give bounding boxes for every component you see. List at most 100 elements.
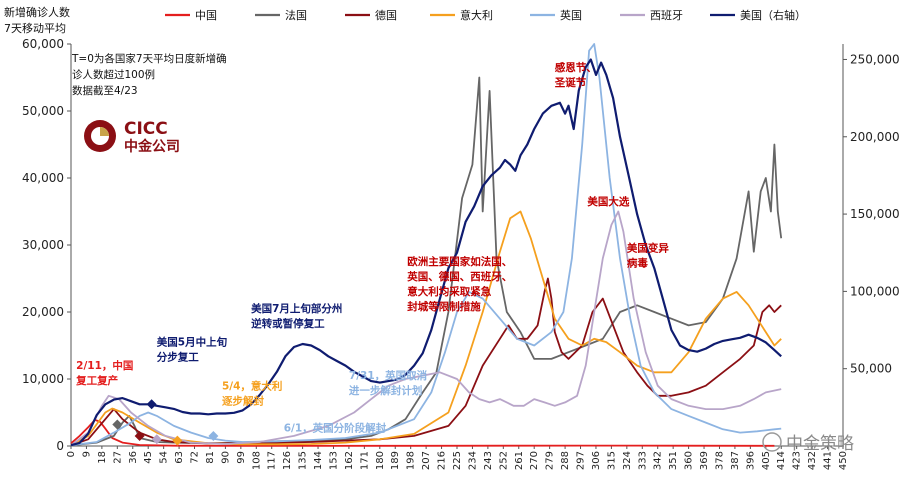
x-tick-label: 405: [761, 451, 772, 470]
x-tick-label: 369: [699, 451, 710, 470]
x-tick-label: 252: [498, 451, 509, 470]
legend-label: 法国: [285, 8, 307, 22]
x-tick-label: 441: [823, 451, 834, 470]
annotation-text: 逐步解封: [222, 395, 264, 408]
x-tick-label: 0: [66, 451, 77, 457]
series-layer: [70, 43, 783, 447]
x-tick-label: 279: [545, 451, 556, 470]
annotation-text: 5/4，意大利: [222, 380, 282, 393]
legend-label: 西班牙: [650, 9, 683, 22]
event-marker: [172, 435, 183, 446]
x-tick-label: 63: [174, 451, 185, 464]
x-tick-label: 423: [792, 451, 803, 470]
chart-header: 新增确诊人数 7天移动平均 T=0为各国家7天平均日度新增确 诊人数超过100例…: [4, 5, 227, 97]
x-tick-label: 333: [637, 451, 648, 470]
annotation-text: 意大利均采取紧急: [407, 285, 491, 298]
legend-label: 德国: [375, 8, 397, 22]
x-tick-label: 90: [220, 451, 231, 464]
x-tick-label: 342: [653, 451, 664, 470]
annotation-text: 复工复产: [75, 374, 118, 387]
note-line3: 数据截至4/23: [72, 84, 138, 97]
event-marker: [208, 430, 219, 441]
legend-label: 美国（右轴）: [740, 8, 806, 22]
left-axis-title-line1: 新增确诊人数: [4, 5, 70, 19]
series-line: [70, 43, 782, 447]
x-tick-label: 414: [776, 451, 787, 470]
event-marker: [151, 434, 162, 445]
x-tick-label: 189: [390, 451, 401, 470]
annotation-text: 分步复工: [157, 351, 199, 364]
annotation-text: 7/31，英国取消: [349, 369, 428, 382]
y-left-tick-label: 50,000: [22, 104, 64, 118]
annotation-text: 2/11，中国: [76, 359, 133, 372]
markers-layer: [112, 399, 219, 446]
left-axis-title-line2: 7天移动平均: [4, 22, 66, 35]
x-tick-label: 117: [267, 451, 278, 470]
x-tick-label: 234: [467, 451, 478, 470]
annotation-text: 英国、德国、西班牙、: [406, 270, 512, 283]
y-right-tick-label: 250,000: [850, 52, 900, 66]
event-marker: [146, 399, 157, 410]
x-tick-label: 171: [359, 451, 370, 470]
watermark: 中金策略: [762, 432, 854, 454]
cicc-logo: CICC 中金公司: [84, 119, 180, 155]
y-right-tick-label: 100,000: [850, 284, 900, 298]
legend-label: 意大利: [460, 8, 493, 22]
annotation-text: 逆转或暂停复工: [251, 317, 325, 330]
y-left-tick-label: 10,000: [22, 372, 64, 386]
x-tick-label: 324: [622, 451, 633, 470]
x-tick-label: 180: [375, 451, 386, 470]
x-tick-label: 18: [97, 451, 108, 464]
y-right-tick-label: 200,000: [850, 130, 900, 144]
y-right-tick-label: 150,000: [850, 207, 900, 221]
series-line: [70, 210, 782, 447]
x-tick-label: 135: [298, 451, 309, 470]
x-tick-label: 351: [668, 451, 679, 470]
note-line1: T=0为各国家7天平均日度新增确: [71, 52, 227, 65]
annotation-text: 病毒: [627, 257, 648, 270]
series-line: [70, 58, 782, 447]
x-tick-label: 207: [421, 451, 432, 470]
x-tick-label: 27: [112, 451, 123, 464]
x-tick-label: 225: [452, 451, 463, 470]
x-tick-label: 108: [251, 451, 262, 470]
x-tick-label: 54: [159, 451, 170, 464]
logo-text-en: CICC: [124, 119, 168, 139]
y-left-tick-label: 40,000: [22, 171, 64, 185]
x-tick-label: 216: [437, 451, 448, 470]
x-tick-label: 432: [807, 451, 818, 470]
x-tick-label: 387: [730, 451, 741, 470]
legend-label: 英国: [560, 8, 582, 22]
x-tick-label: 72: [190, 451, 201, 464]
logo-text-cn: 中金公司: [124, 138, 180, 155]
y-left-tick-label: 20,000: [22, 305, 64, 319]
annotation-text: 圣诞节: [554, 76, 587, 89]
legend: 中国 法国 德国 意大利 英国 西班牙 美国（右轴）: [165, 8, 806, 22]
x-tick-label: 297: [576, 451, 587, 470]
x-tick-label: 153: [328, 451, 339, 470]
x-tick-label: 99: [236, 451, 247, 464]
legend-label: 中国: [195, 9, 217, 22]
y-left-tick-label: 30,000: [22, 238, 64, 252]
x-tick-label: 450: [838, 451, 849, 470]
annotation-text: 美国大选: [587, 195, 629, 208]
y-right-tick-label: 50,000: [850, 362, 892, 376]
x-tick-label: 270: [529, 451, 540, 470]
annotation-text: 美国变异: [627, 242, 669, 255]
x-tick-label: 144: [313, 451, 324, 470]
x-tick-label: 126: [282, 451, 293, 470]
x-tick-label: 81: [205, 451, 216, 464]
annotation-text: 进一步解封计划: [349, 384, 423, 397]
annotation-text: 6/1，英国分阶段解封: [284, 421, 387, 434]
x-tick-label: 198: [406, 451, 417, 470]
y-left-tick-label: 0: [56, 439, 64, 453]
x-tick-label: 36: [128, 451, 139, 464]
x-tick-label: 45: [143, 451, 154, 464]
watermark-text: 中金策略: [786, 434, 854, 454]
x-tick-label: 288: [560, 451, 571, 470]
annotation-text: 美国7月上旬部分州: [251, 302, 342, 315]
x-tick-label: 9: [81, 451, 92, 457]
annotation-text: 封城等限制措施: [407, 300, 481, 313]
annotation-text: 美国5月中上旬: [157, 336, 228, 349]
